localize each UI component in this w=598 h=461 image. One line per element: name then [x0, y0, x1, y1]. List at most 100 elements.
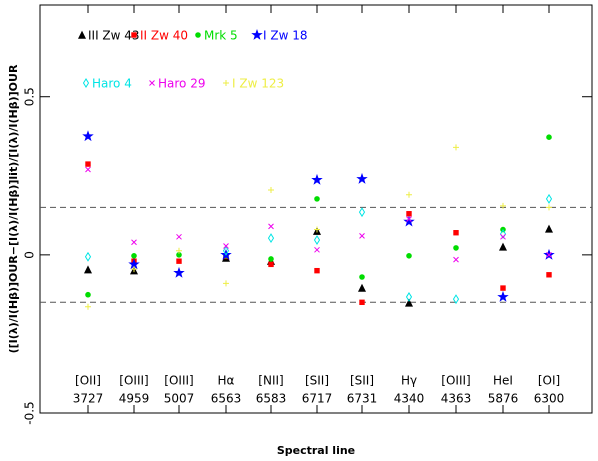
data-point — [85, 303, 91, 310]
wavelength-label: 6300 — [534, 392, 565, 406]
data-point — [83, 265, 93, 274]
data-point — [358, 207, 366, 218]
data-point — [546, 272, 552, 278]
data-point — [452, 294, 460, 305]
data-point — [131, 239, 137, 246]
legend-label: I Zw 123 — [232, 77, 284, 91]
data-point — [314, 226, 320, 233]
category-label: HeI — [493, 374, 513, 388]
data-point — [357, 283, 367, 292]
data-point — [453, 256, 459, 263]
data-point — [131, 266, 137, 273]
y-tick-label: 0.5 — [23, 87, 37, 106]
data-point — [314, 246, 320, 253]
x-axis-label: Spectral line — [277, 444, 355, 457]
category-label: [OIII] — [164, 374, 193, 388]
data-point — [268, 256, 274, 262]
data-point — [84, 251, 92, 262]
data-point — [356, 172, 368, 184]
legend-marker — [251, 28, 263, 40]
data-point — [85, 291, 91, 298]
data-point — [545, 193, 553, 204]
legend-label: Haro 29 — [158, 77, 205, 91]
data-point — [311, 173, 323, 185]
data-point — [85, 166, 91, 173]
data-point — [546, 134, 552, 141]
data-point — [497, 290, 509, 302]
legend-marker — [131, 32, 137, 38]
data-point — [453, 230, 459, 236]
data-point — [498, 242, 508, 251]
data-point — [500, 202, 506, 209]
legend-marker — [223, 80, 229, 86]
category-label: [SII] — [305, 374, 329, 388]
data-point — [268, 223, 274, 230]
y-axis-label: ([I(λ)/I(Hβ)]OUR−[I(λ)/I(Hβ)]lit)/[I(λ)/… — [7, 64, 20, 353]
data-point — [82, 130, 94, 142]
wavelength-label: 4959 — [119, 392, 150, 406]
data-point — [406, 211, 412, 217]
category-label: [SII] — [350, 374, 374, 388]
category-label: [OIII] — [119, 374, 148, 388]
data-point — [176, 233, 182, 240]
legend-marker — [149, 80, 155, 86]
data-point — [267, 233, 275, 244]
wavelength-label: 3727 — [73, 392, 104, 406]
data-point — [406, 191, 412, 198]
data-point — [85, 161, 91, 167]
category-label: [NII] — [258, 374, 283, 388]
data-point — [268, 261, 274, 268]
data-point — [500, 233, 506, 240]
data-point — [268, 187, 274, 194]
y-tick-label: -0.5 — [23, 401, 37, 424]
wavelength-label: 6717 — [302, 392, 333, 406]
data-point — [406, 253, 412, 259]
data-point — [404, 298, 414, 307]
data-point — [222, 245, 230, 256]
legend-marker — [195, 32, 201, 38]
legend-label: III Zw 43 — [88, 29, 140, 43]
data-point — [453, 144, 459, 151]
plot-frame — [39, 4, 593, 414]
data-point — [403, 215, 415, 227]
wavelength-label: 5876 — [488, 392, 519, 406]
legend-label: II Zw 40 — [140, 29, 188, 43]
data-point — [314, 196, 320, 202]
data-point — [546, 252, 552, 258]
legend-label: Haro 4 — [92, 77, 132, 91]
wavelength-label: 4340 — [394, 392, 425, 406]
data-point — [176, 258, 182, 264]
legend-marker — [77, 30, 87, 39]
category-label: [OI] — [538, 374, 560, 388]
data-point — [546, 204, 552, 211]
data-point — [359, 274, 365, 280]
wavelength-label: 6731 — [347, 392, 378, 406]
data-point — [176, 247, 182, 254]
data-point — [359, 233, 365, 239]
legend-label: Mrk 5 — [204, 29, 238, 43]
legend-label: I Zw 18 — [263, 29, 307, 43]
category-label: Hγ — [401, 374, 417, 388]
category-label: [OIII] — [441, 374, 470, 388]
data-point — [313, 235, 321, 245]
y-tick-label: 0 — [23, 251, 37, 259]
legend-marker — [82, 78, 90, 88]
data-point — [453, 245, 459, 251]
data-point — [406, 216, 412, 222]
data-point — [223, 243, 229, 249]
wavelength-label: 6563 — [211, 392, 242, 406]
data-point — [131, 253, 137, 259]
data-point — [314, 267, 320, 274]
data-point — [359, 299, 365, 306]
wavelength-label: 5007 — [164, 392, 195, 406]
data-point — [500, 285, 506, 291]
category-label: [OII] — [75, 374, 101, 388]
data-point — [173, 266, 185, 278]
wavelength-label: 4363 — [441, 392, 472, 406]
wavelength-label: 6583 — [256, 392, 287, 406]
category-label: Hα — [218, 374, 235, 388]
data-point — [544, 224, 554, 233]
data-point — [405, 291, 413, 302]
